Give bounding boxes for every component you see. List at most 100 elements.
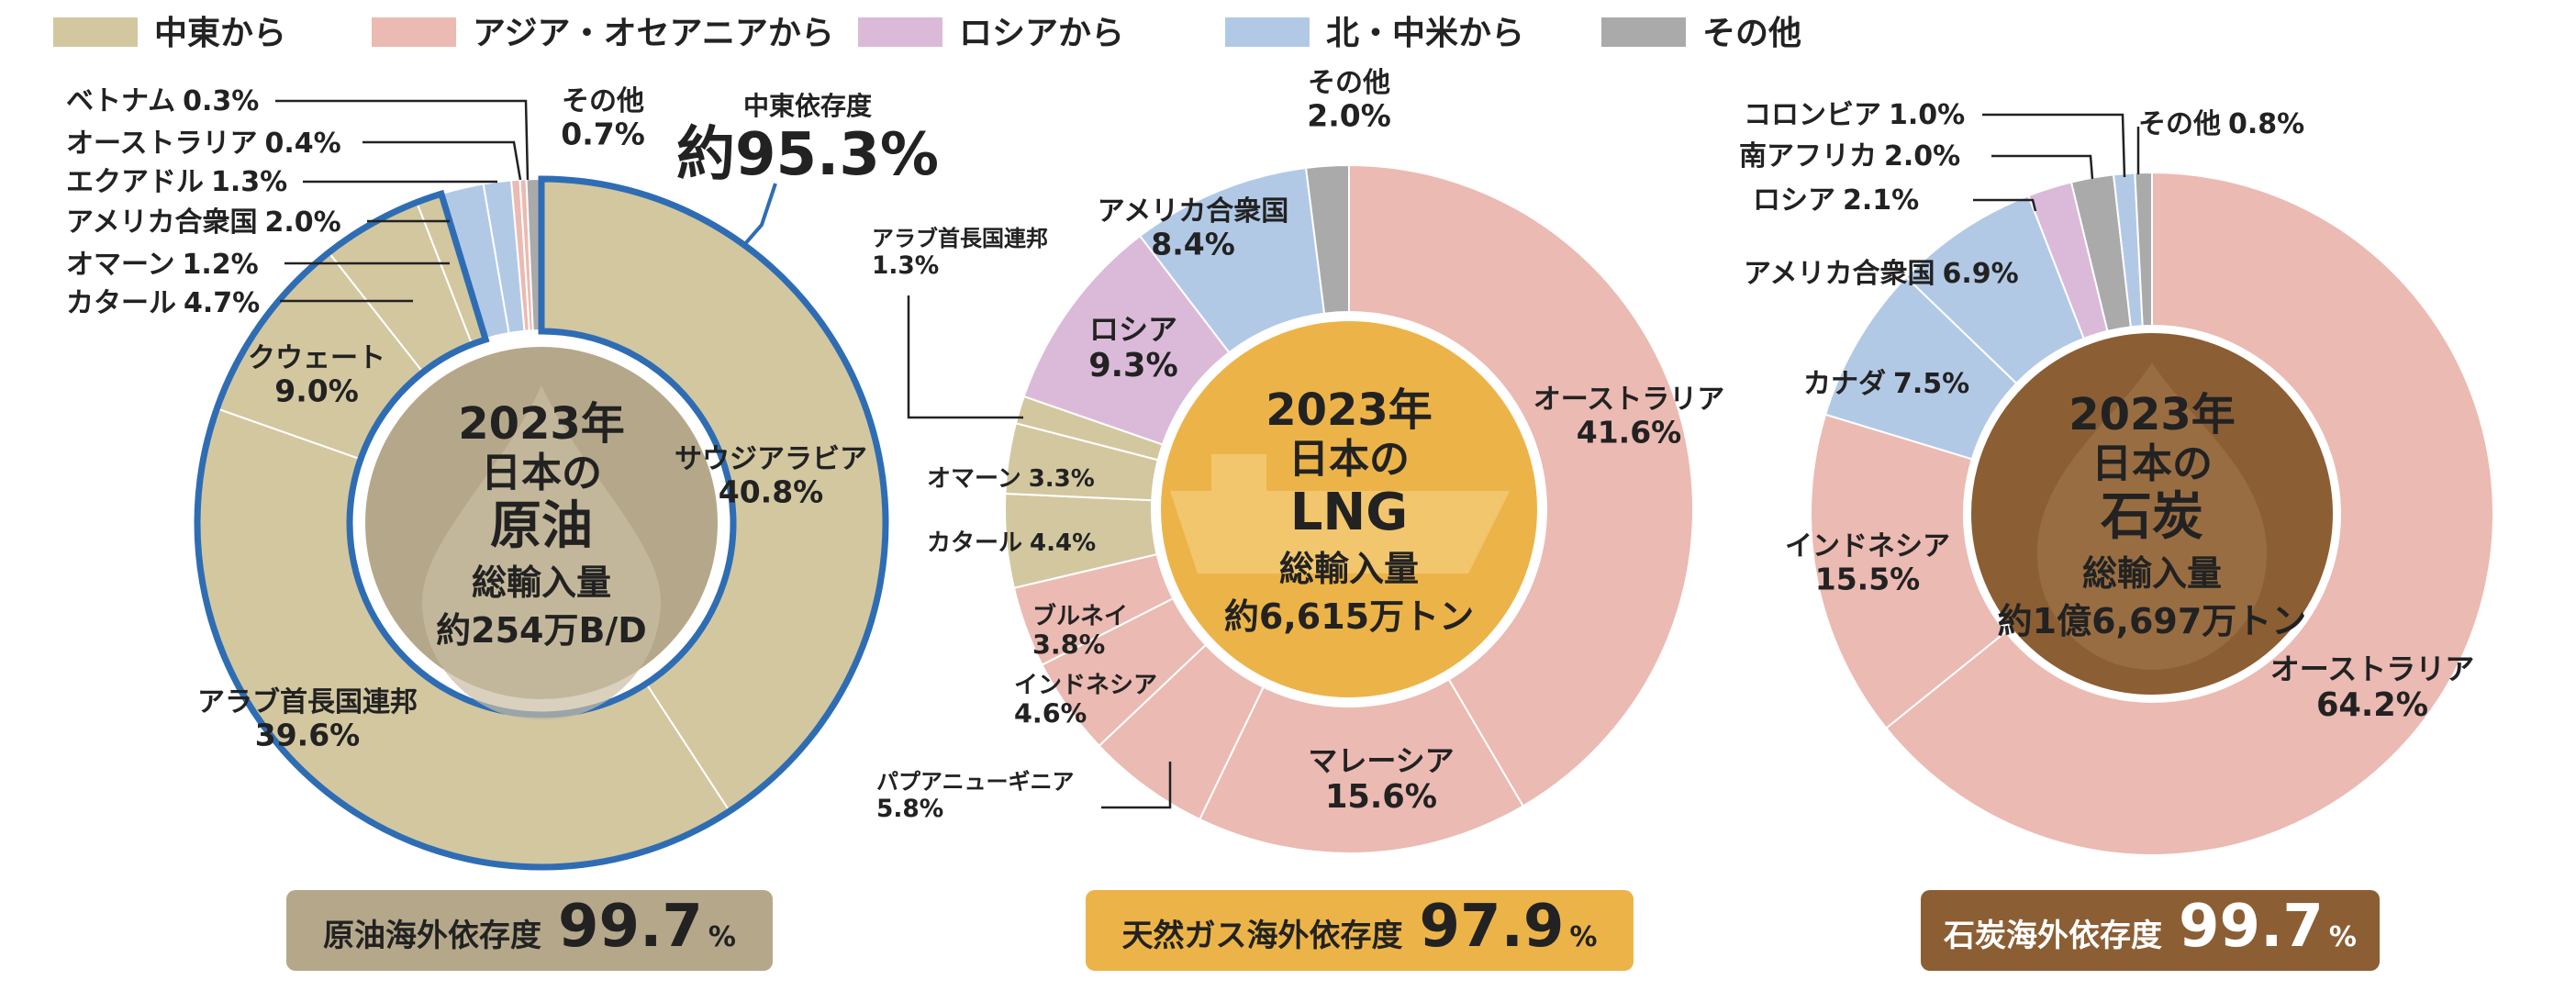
leader-line [275,99,530,181]
slice-label: オーストラリア 0.4% [66,128,341,160]
legend-item: その他 [1601,15,1801,52]
dependency-badge: 天然ガス海外依存度 97.9% [1086,890,1634,971]
slice-label: コロンビア 1.0% [1744,99,1965,131]
slice-name: エクアドル [66,166,204,198]
slice-name: サウジアラビア [675,443,867,475]
slice-value: 0.3% [183,85,259,117]
slice-value: 0.4% [265,128,341,160]
legend-item: 北・中米から [1225,15,1524,52]
middle-east-leader [742,183,777,248]
slice-label: アメリカ合衆国 6.9% [1744,258,2019,290]
badge-value: 99.7 [558,893,703,961]
slice-name: オマーン [927,465,1021,493]
slice-name: アメリカ合衆国 [1098,195,1289,228]
slice-name: パプアニューギニア [876,769,1075,795]
center-amount: 約254万B/D [436,610,647,651]
badge-text: 石炭海外依存度 99.7% [1943,893,2357,961]
slice-name: アラブ首長国連邦 [872,226,1048,251]
slice-value: 8.4% [1151,227,1235,262]
center-subject: 日本の [2091,440,2213,487]
center-metric: 総輸入量 [472,562,611,603]
slice-value: 4.4% [1030,529,1096,557]
oil-drop-icon [422,385,661,720]
slice-name-value: カタール 4.4% [927,529,1096,557]
slice-name: マレーシア [1308,743,1454,778]
badge-bg [286,890,773,971]
badge-label: 石炭海外依存度 [1943,918,2162,954]
badge-label: 原油海外依存度 [323,918,541,954]
center-amount: 約1億6,697万トン [1998,601,2307,641]
pie-slices [1004,163,1694,854]
legend-item: ロシアから [858,15,1124,52]
badge-label: 天然ガス海外依存度 [1122,918,1403,954]
slice-name-value: コロンビア 1.0% [1744,99,1965,131]
slice-name-value: カタール 4.7% [66,287,260,319]
middle-east-value: 約95.3% [676,121,939,189]
center-amount: 約6,615万トン [1224,596,1474,637]
slice-value: 7.5% [1893,368,1969,400]
slice-name: カナダ [1803,368,1886,400]
center-year: 2023年 [1266,384,1433,436]
slice-name: 南アフリカ [1739,140,1877,173]
slice-value: 41.6% [1577,415,1682,451]
badge-unit: % [1569,921,1597,953]
legend-swatch [1225,17,1310,47]
leader-line [1982,113,2126,178]
badge-bg [1921,890,2380,971]
slice-name: その他 [2138,108,2221,140]
slice-label: オマーン 1.2% [66,249,259,281]
slice-label: ベトナム 0.3% [66,85,259,117]
slice-label: カタール 4.7% [66,287,260,319]
slice-name: コロンビア [1744,99,1881,131]
slice-name: ロシア [1089,312,1177,347]
slice-label: オマーン 3.3% [927,465,1095,493]
badge-unit: % [708,921,736,953]
legend-swatch [372,17,456,47]
dependency-badge: 原油海外依存度 99.7% [286,890,773,971]
slice-value: 4.7% [184,287,260,319]
legend-label: ロシアから [959,15,1124,52]
legend-swatch [1601,17,1686,47]
slice-value: 3.8% [1032,629,1105,661]
legend-item: 中東から [53,15,286,52]
legend-label: 北・中米から [1326,15,1524,52]
center-metric: 総輸入量 [1279,549,1419,589]
slice-value: 1.3% [872,251,939,280]
center-year: 2023年 [2069,389,2236,440]
slice-name: オーストラリア [2270,651,2474,686]
slice-value: 3.3% [1029,465,1095,493]
leader-line [907,295,1023,419]
legend-swatch [858,17,942,47]
slice-value: 4.6% [1014,698,1087,729]
leader-line [362,140,522,181]
slice-value: 1.2% [183,249,259,281]
dependency-badge: 石炭海外依存度 99.7% [1921,890,2380,971]
leader-line [1973,198,2037,212]
slice-name: インドネシア [1014,672,1157,699]
slice-label: その他 0.8% [2138,108,2304,140]
slice-label: エクアドル 1.3% [66,166,287,198]
slice-value: 1.0% [1889,99,1965,131]
center-subject: 日本の [481,450,602,496]
slice-value: 2.0% [1884,140,1960,173]
legend: 中東から アジア・オセアニアから ロシアから 北・中米から その他 [53,15,1801,52]
badge-text: 原油海外依存度 99.7% [323,893,736,961]
slice-name: アラブ首長国連邦 [197,686,418,718]
legend-item: アジア・オセアニアから [372,15,834,52]
center-fuel-name: 石炭 [2101,487,2203,547]
slice-name-value: オマーン 3.3% [927,465,1095,493]
slice-value: 15.6% [1325,778,1437,816]
pie-slice [1304,163,1350,315]
slice-label: カタール 4.4% [927,529,1096,557]
center-fuel-name: LNG [1290,483,1409,542]
